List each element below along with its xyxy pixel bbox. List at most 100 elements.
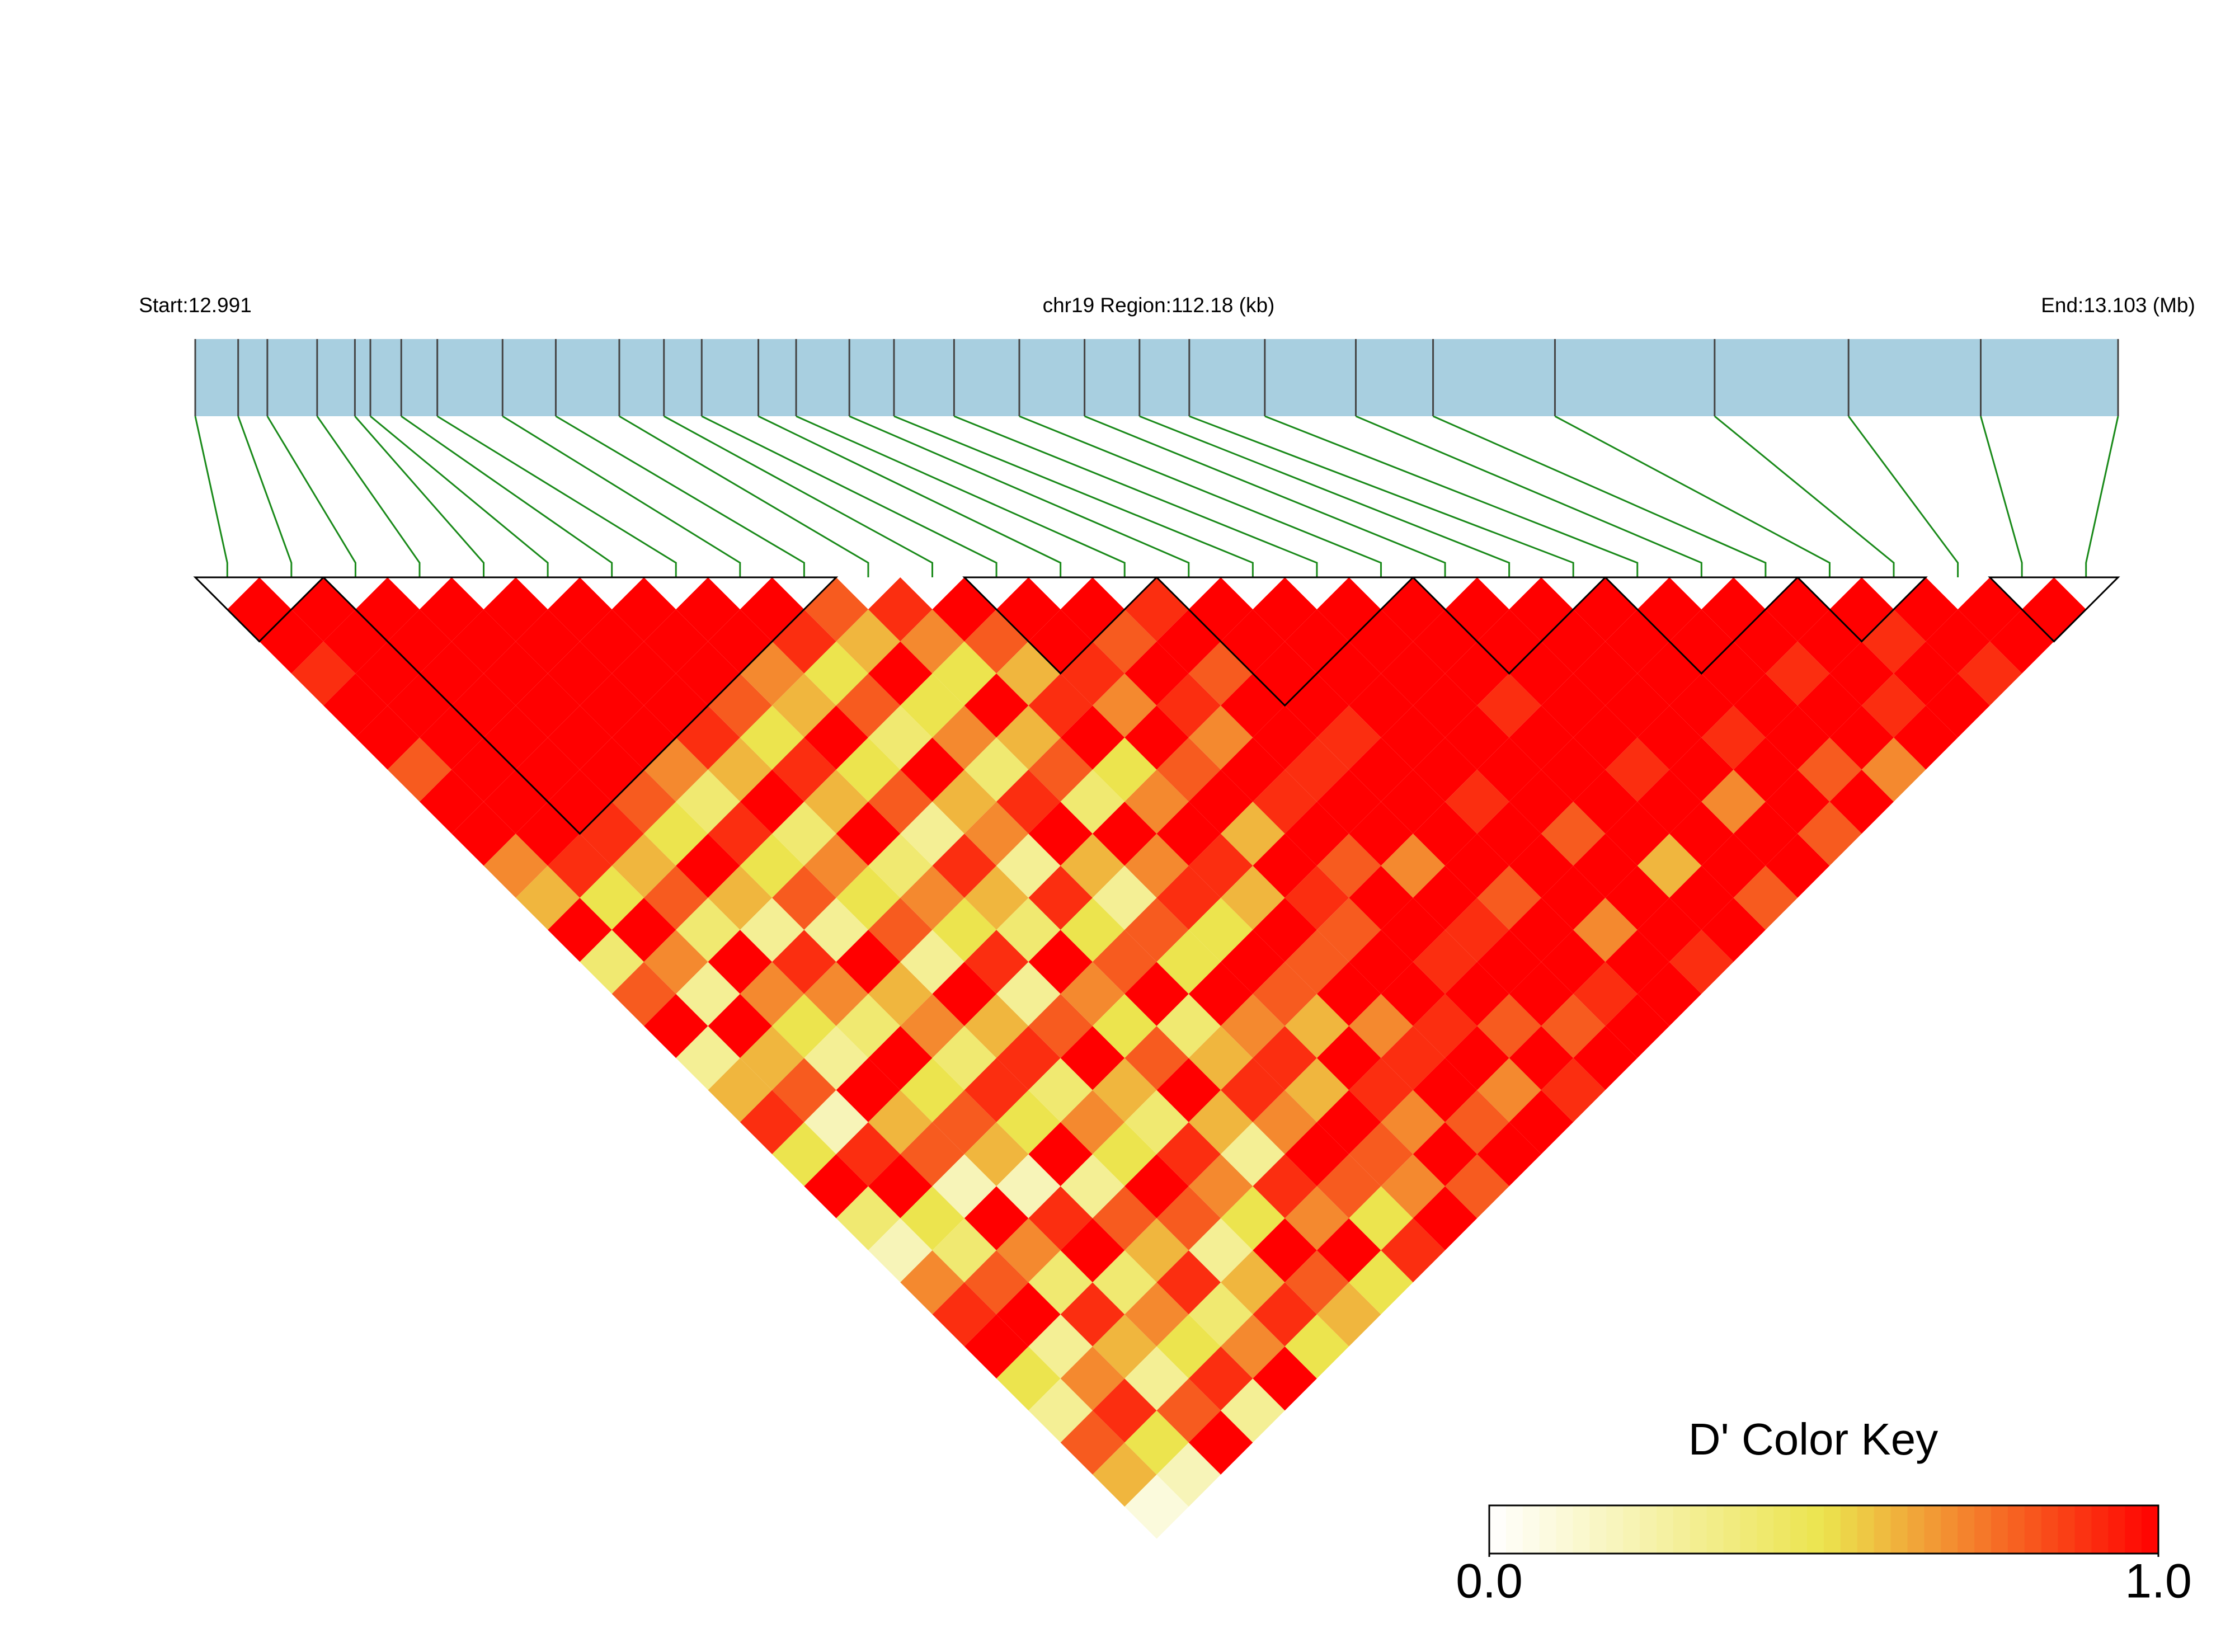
- snp-connector: [436, 415, 677, 577]
- ld-cell: [419, 641, 484, 706]
- colorbar-step: [1522, 1505, 1540, 1554]
- colorbar-tick-label: 0.0: [1456, 1555, 1523, 1608]
- ld-cell: [1156, 930, 1221, 994]
- ld-cell: [932, 962, 997, 1026]
- ld-cell: [291, 577, 356, 642]
- ld-cell: [772, 801, 836, 866]
- ld-cell: [1188, 1154, 1253, 1218]
- ld-cell: [1733, 737, 1798, 802]
- ld-cell: [1445, 577, 1509, 642]
- ld-cell: [1349, 737, 1413, 802]
- ld-cell: [1701, 641, 1766, 706]
- ld-cell: [1701, 705, 1766, 770]
- ld-cell: [1573, 962, 1638, 1026]
- ld-cell: [1765, 834, 1830, 898]
- ld-cell: [1028, 1122, 1093, 1187]
- ld-cell: [1861, 673, 1926, 738]
- ld-cell: [1733, 801, 1798, 866]
- ld-cell: [1829, 705, 1894, 770]
- colorbar-step: [2125, 1505, 2143, 1554]
- ld-cell: [1381, 1090, 1446, 1155]
- snp-connector: [555, 415, 805, 577]
- ld-cell: [1669, 865, 1734, 930]
- ld-cell: [932, 897, 997, 962]
- colorbar-step: [2007, 1505, 2025, 1554]
- ld-cell: [1349, 1250, 1413, 1315]
- ld-cell: [900, 673, 964, 738]
- colorbar-step: [2074, 1505, 2092, 1554]
- snp-connector: [502, 415, 741, 577]
- ld-block: [1411, 576, 1608, 675]
- ld-cell: [1349, 609, 1413, 674]
- ld-cell: [1028, 1058, 1093, 1122]
- ld-cell: [1477, 1122, 1541, 1187]
- ld-cell: [1284, 865, 1349, 930]
- end-label: End:13.103 (Mb): [2041, 294, 2195, 317]
- ld-cell: [1188, 1090, 1253, 1155]
- snp-connector: [1432, 415, 1767, 577]
- ld-cell: [1188, 1410, 1253, 1475]
- ld-cell: [1124, 962, 1189, 1026]
- ld-cell: [996, 1090, 1061, 1155]
- ld-cell: [1958, 577, 2022, 642]
- ld-cell: [900, 1122, 964, 1187]
- ld-cell: [419, 577, 484, 642]
- ld-cell: [1541, 609, 1606, 674]
- ld-cell: [1701, 577, 1766, 642]
- ld-cell: [1316, 1218, 1381, 1283]
- ld-cell: [1188, 1025, 1253, 1090]
- ld-cell: [2022, 577, 2086, 642]
- colorbar-step: [1991, 1505, 2008, 1554]
- ld-cell: [1092, 1186, 1157, 1250]
- ld-cell: [1541, 1058, 1606, 1122]
- ld-cell: [1028, 1378, 1093, 1443]
- colorbar-step: [1505, 1505, 1523, 1554]
- ld-cell: [1316, 577, 1381, 642]
- ld-cell: [1413, 865, 1478, 930]
- ld-cell: [868, 577, 933, 642]
- colorbar-frame: [1488, 1504, 2159, 1555]
- ld-cell: [836, 737, 901, 802]
- ld-cell: [804, 641, 868, 706]
- ld-cell: [1798, 801, 1862, 866]
- ld-cell: [1381, 1154, 1446, 1218]
- ld-cell: [387, 737, 452, 802]
- ld-cell: [611, 641, 676, 706]
- ld-cell: [643, 801, 708, 866]
- ld-cell: [1413, 737, 1478, 802]
- ld-cell: [1381, 641, 1446, 706]
- ld-cell: [1573, 641, 1638, 706]
- ld-cell: [1413, 1186, 1478, 1250]
- ld-cell: [1188, 834, 1253, 898]
- ld-block: [1154, 576, 1415, 707]
- ld-cell: [740, 705, 804, 770]
- ld-cell: [708, 801, 773, 866]
- snp-connector: [1554, 415, 1831, 577]
- ld-cell: [676, 705, 740, 770]
- snp-connector: [1084, 415, 1446, 577]
- ld-cell: [1188, 1282, 1253, 1347]
- ld-cell: [1156, 1058, 1221, 1122]
- ld-cell: [1188, 705, 1253, 770]
- ld-cell: [1253, 1346, 1317, 1411]
- ld-cell: [1381, 962, 1446, 1026]
- ld-cell: [932, 834, 997, 898]
- colorbar-step: [2091, 1505, 2109, 1554]
- snp-connector: [757, 415, 1062, 577]
- colorbar-title: D' Color Key: [1688, 1414, 1938, 1464]
- ld-cell: [676, 577, 740, 642]
- ld-cell: [1253, 705, 1317, 770]
- ld-cell: [1124, 1218, 1189, 1283]
- ld-block: [321, 576, 839, 835]
- ld-cell: [1861, 737, 1926, 802]
- ld-cell: [1605, 801, 1670, 866]
- colorbar-step: [1840, 1505, 1858, 1554]
- ld-cell: [1381, 577, 1446, 642]
- ld-cell: [996, 1282, 1061, 1347]
- ld-cell: [1060, 834, 1125, 898]
- ld-block: [962, 576, 1159, 675]
- snp-connector: [953, 415, 1318, 577]
- ld-cell: [1124, 641, 1189, 706]
- ld-cell: [740, 641, 804, 706]
- ld-cell: [708, 737, 773, 802]
